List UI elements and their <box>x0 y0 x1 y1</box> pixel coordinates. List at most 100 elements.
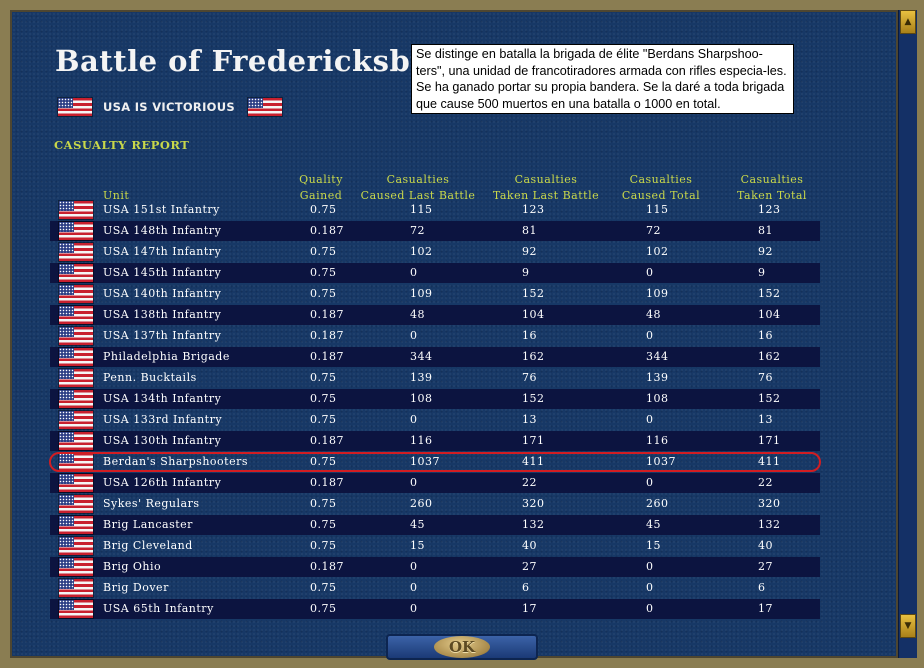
cell-taken-total: 123 <box>758 203 781 216</box>
unit-name: USA 140th Infantry <box>103 287 222 300</box>
cell-caused-last: 1037 <box>410 455 440 468</box>
cell-caused-total: 0 <box>646 329 654 342</box>
cell-quality: 0.75 <box>310 203 337 216</box>
table-row: Brig Ohio 0.187 0 27 0 27 <box>50 557 820 577</box>
cell-taken-total: 27 <box>758 560 773 573</box>
cell-caused-total: 102 <box>646 245 669 258</box>
cell-caused-last: 0 <box>410 266 418 279</box>
column-header-line: Taken Total <box>737 189 807 202</box>
cell-caused-last: 15 <box>410 539 425 552</box>
cell-quality: 0.75 <box>310 266 337 279</box>
usa-flag-icon <box>59 369 93 387</box>
unit-name: Brig Cleveland <box>103 539 193 552</box>
unit-name: Berdan's Sharpshooters <box>103 455 248 468</box>
cell-taken-total: 320 <box>758 497 781 510</box>
cell-taken-last: 132 <box>522 518 545 531</box>
cell-caused-total: 115 <box>646 203 669 216</box>
usa-flag-icon <box>59 222 93 240</box>
cell-quality: 0.75 <box>310 497 337 510</box>
cell-caused-total: 0 <box>646 476 654 489</box>
cell-caused-total: 0 <box>646 560 654 573</box>
table-row: Philadelphia Brigade 0.187 344 162 344 162 <box>50 347 820 367</box>
chevron-down-icon[interactable]: ▼ <box>900 614 916 638</box>
cell-taken-total: 16 <box>758 329 773 342</box>
table-row: Brig Cleveland 0.75 15 40 15 40 <box>50 536 820 556</box>
usa-flag-icon <box>59 348 93 366</box>
cell-caused-last: 0 <box>410 560 418 573</box>
cell-caused-total: 72 <box>646 224 661 237</box>
cell-taken-last: 152 <box>522 392 545 405</box>
chevron-up-icon[interactable]: ▲ <box>900 10 916 34</box>
cell-quality: 0.75 <box>310 539 337 552</box>
cell-caused-total: 0 <box>646 266 654 279</box>
usa-flag-icon <box>59 537 93 555</box>
cell-caused-last: 115 <box>410 203 433 216</box>
column-header-line: Casualties <box>629 173 693 186</box>
column-header-line: Caused Total <box>621 189 701 202</box>
column-header-line: Casualties <box>740 173 804 186</box>
cell-taken-last: 81 <box>522 224 537 237</box>
cell-caused-total: 109 <box>646 287 669 300</box>
cell-taken-last: 123 <box>522 203 545 216</box>
unit-name: USA 145th Infantry <box>103 266 222 279</box>
cell-taken-last: 411 <box>522 455 545 468</box>
usa-flag-icon <box>59 558 93 576</box>
unit-name: USA 137th Infantry <box>103 329 222 342</box>
unit-name: USA 151st Infantry <box>103 203 220 216</box>
cell-taken-total: 104 <box>758 308 781 321</box>
cell-quality: 0.75 <box>310 413 337 426</box>
usa-flag-icon <box>59 432 93 450</box>
cell-taken-total: 411 <box>758 455 781 468</box>
usa-flag-icon <box>59 243 93 261</box>
unit-name: USA 134th Infantry <box>103 392 222 405</box>
table-row: USA 137th Infantry 0.187 0 16 0 16 <box>50 326 820 346</box>
casualty-report-panel <box>10 10 898 658</box>
usa-flag-icon <box>59 600 93 618</box>
column-header-line: Quality <box>299 173 343 186</box>
cell-taken-last: 320 <box>522 497 545 510</box>
column-header-unit-label: Unit <box>103 189 130 202</box>
usa-flag-icon <box>59 411 93 429</box>
cell-quality: 0.75 <box>310 581 337 594</box>
cell-taken-last: 22 <box>522 476 537 489</box>
ok-button[interactable]: OK <box>386 634 538 660</box>
column-header-line: Caused Last Battle <box>360 189 476 202</box>
cell-taken-total: 81 <box>758 224 773 237</box>
column-header-line: Casualties <box>386 173 450 186</box>
ok-button-label: OK <box>434 636 490 658</box>
column-header-quality: Quality Gained <box>283 172 359 204</box>
cell-caused-last: 0 <box>410 476 418 489</box>
cell-quality: 0.187 <box>310 308 344 321</box>
victory-text: USA IS VICTORIOUS <box>103 100 235 114</box>
cell-taken-last: 171 <box>522 434 545 447</box>
usa-flag-icon <box>59 264 93 282</box>
table-row: USA 151st Infantry 0.75 115 123 115 123 <box>50 200 820 220</box>
cell-quality: 0.75 <box>310 392 337 405</box>
unit-name: Penn. Bucktails <box>103 371 197 384</box>
table-row: USA 126th Infantry 0.187 0 22 0 22 <box>50 473 820 493</box>
table-row: Penn. Bucktails 0.75 139 76 139 76 <box>50 368 820 388</box>
unit-name: Brig Lancaster <box>103 518 193 531</box>
cell-quality: 0.187 <box>310 476 344 489</box>
table-row: USA 138th Infantry 0.187 48 104 48 104 <box>50 305 820 325</box>
cell-caused-last: 139 <box>410 371 433 384</box>
usa-flag-icon <box>248 98 282 116</box>
unit-name: USA 138th Infantry <box>103 308 222 321</box>
usa-flag-icon <box>58 98 92 116</box>
cell-taken-last: 27 <box>522 560 537 573</box>
table-row: Sykes' Regulars 0.75 260 320 260 320 <box>50 494 820 514</box>
cell-taken-last: 6 <box>522 581 530 594</box>
cell-caused-last: 48 <box>410 308 425 321</box>
usa-flag-icon <box>59 495 93 513</box>
cell-caused-last: 260 <box>410 497 433 510</box>
cell-taken-last: 40 <box>522 539 537 552</box>
cell-taken-last: 13 <box>522 413 537 426</box>
column-header-unit: Unit <box>103 188 129 204</box>
cell-caused-total: 45 <box>646 518 661 531</box>
cell-taken-total: 6 <box>758 581 766 594</box>
cell-taken-last: 92 <box>522 245 537 258</box>
usa-flag-icon <box>59 453 93 471</box>
cell-taken-total: 152 <box>758 287 781 300</box>
usa-flag-icon <box>59 390 93 408</box>
scrollbar[interactable]: ▲ ▼ <box>898 10 917 658</box>
